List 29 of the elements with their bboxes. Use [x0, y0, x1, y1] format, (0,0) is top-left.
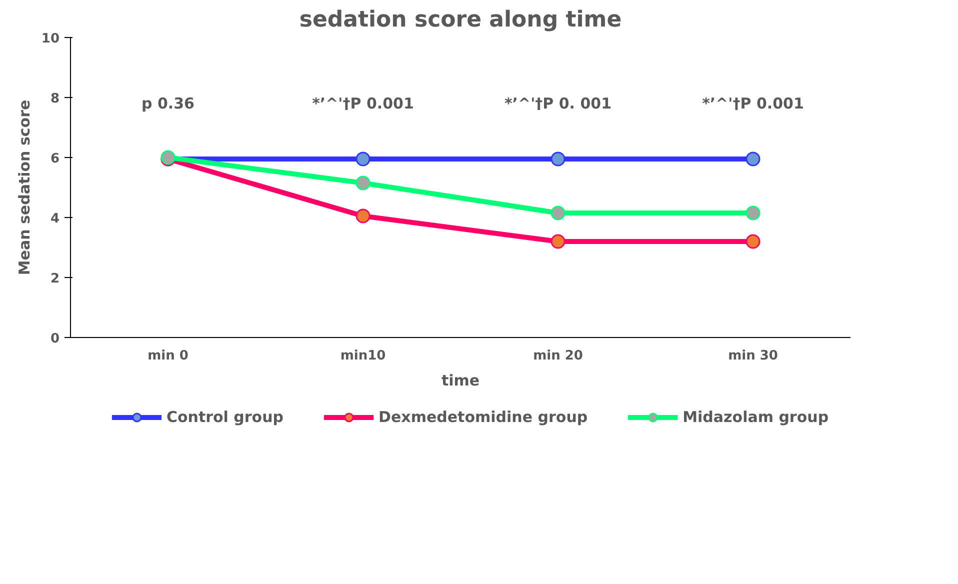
- point: [746, 234, 760, 249]
- annotation: p 0.36: [142, 94, 194, 112]
- x-tick-label: min 20: [533, 348, 583, 364]
- chart-title: sedation score along time: [299, 8, 622, 32]
- annotation: *’^'†P 0.001: [702, 94, 804, 112]
- point: [746, 206, 760, 220]
- y-tick-label: 2: [50, 272, 60, 286]
- y-tick-label: 10: [41, 32, 60, 46]
- point: [356, 152, 370, 166]
- y-tick-label: 4: [50, 212, 60, 226]
- point: [550, 234, 566, 249]
- point: [550, 152, 566, 166]
- legend-label: Dexmedetomidine group: [378, 408, 588, 426]
- x-tick-label: min 30: [728, 348, 778, 364]
- y-tick-label: 0: [50, 332, 60, 346]
- legend-label: Midazolam group: [682, 408, 829, 426]
- x-axis-title: time: [441, 372, 480, 390]
- point: [356, 208, 370, 224]
- x-tick-label: min 0: [148, 348, 188, 364]
- point: [746, 152, 760, 166]
- y-tick-label: 6: [50, 152, 60, 166]
- legend-label: Control group: [166, 408, 284, 426]
- y-tick-label: 8: [50, 92, 60, 106]
- y-axis-title: Mean sedation score: [15, 100, 34, 276]
- point: [356, 176, 370, 190]
- annotation: *’^'†P 0.001: [312, 94, 414, 112]
- point: [550, 206, 566, 220]
- annotation: *’^'†P 0. 001: [504, 94, 612, 112]
- x-tick-label: min10: [340, 348, 386, 364]
